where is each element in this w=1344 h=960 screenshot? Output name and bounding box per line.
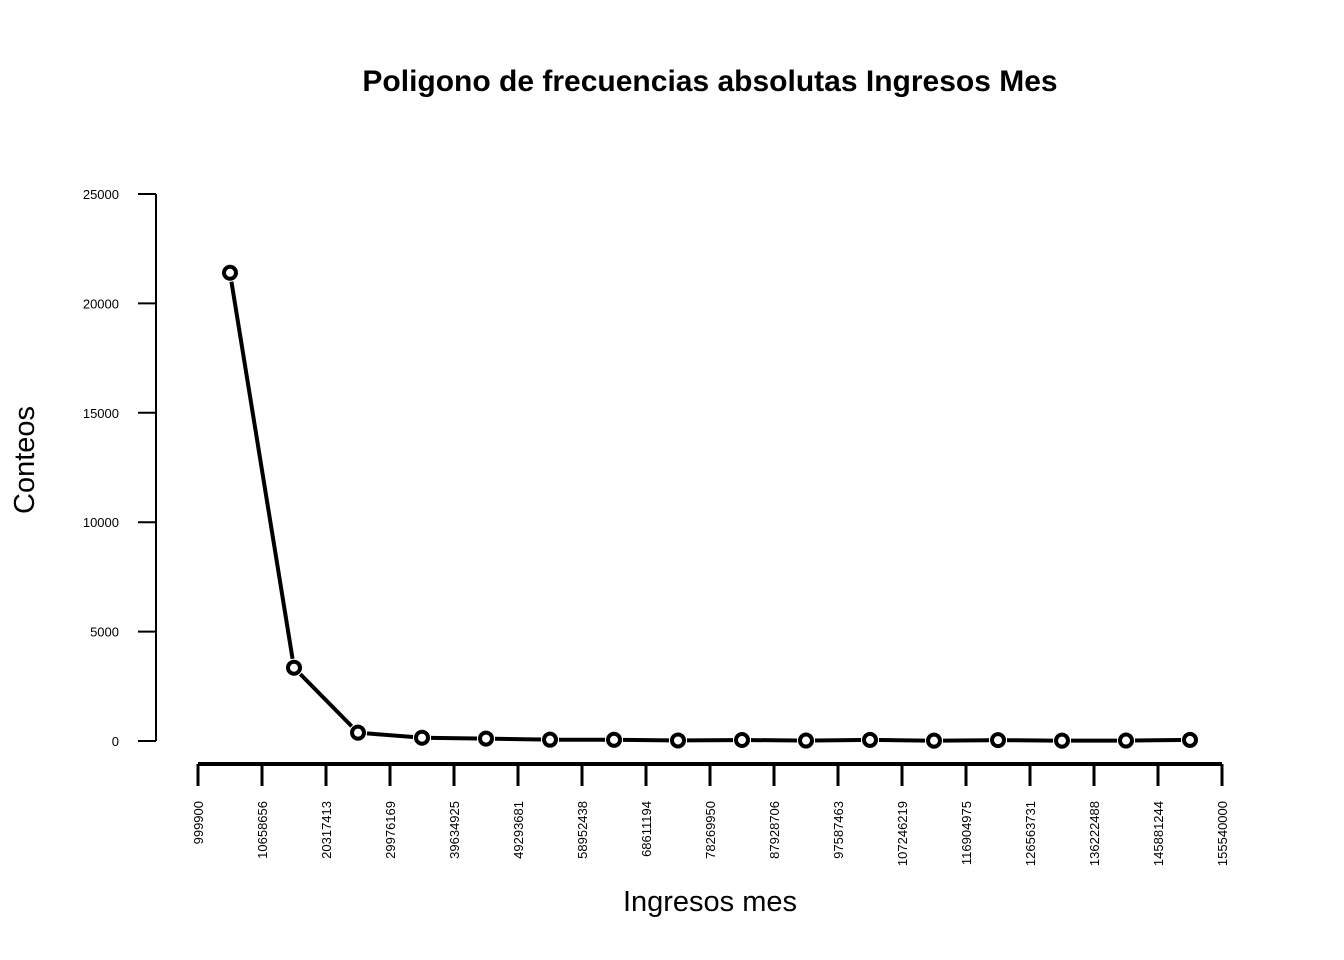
data-point [1054,732,1070,749]
data-point [798,732,814,749]
data-point [542,731,558,748]
y-axis-label: Conteos [9,406,41,514]
x-tick-label: 49293681 [511,801,526,859]
series-line-segment [366,731,414,740]
series-line-segment [229,281,295,660]
x-tick-label: 116904975 [959,801,974,865]
y-tick-label: 5000 [90,625,119,640]
x-tick-label: 20317413 [319,801,334,859]
y-tick-label: 10000 [83,515,119,530]
data-point [926,732,942,749]
data-point [862,731,878,748]
series-line-segment [878,738,926,743]
data-point [734,732,750,749]
data-point [606,731,622,748]
y-tick-label: 15000 [83,406,119,421]
series-points [222,264,1198,749]
x-tick-label: 126563731 [1023,801,1038,866]
y-tick-label: 25000 [83,187,119,202]
chart-title: Poligono de frecuencias absolutas Ingres… [362,65,1057,98]
x-axis-label: Ingresos mes [623,886,797,918]
series-line [229,281,1182,743]
x-axis: 999900 10658656 20317413 29976169 39634925 49… [191,762,1230,866]
data-point [670,732,686,749]
data-point [478,730,494,747]
x-tick-label: 136222488 [1087,801,1102,866]
x-tick-label: 97587463 [831,801,846,859]
x-tick-label: 87928706 [767,801,782,859]
data-point [1118,732,1134,749]
y-axis: 0 5000 10000 15000 20000 25000 [83,187,157,749]
x-tick-label: 39634925 [447,801,462,859]
x-tick-label: 107246219 [895,801,910,866]
x-tick-label: 999900 [191,801,206,844]
data-point [350,724,366,741]
data-point [414,729,430,746]
y-tick-label: 0 [112,734,119,749]
x-tick-label: 29976169 [383,801,398,859]
series-line-segment [430,735,478,741]
x-tick-label: 58952438 [575,801,590,859]
data-point [286,659,302,676]
x-tick-label: 10658656 [255,801,270,859]
x-tick-label: 145881244 [1151,801,1166,866]
x-tick-label: 68611194 [639,801,654,857]
series-line-segment [298,672,354,728]
data-point [990,732,1006,749]
data-point [1182,731,1198,748]
data-point [222,264,238,281]
x-tick-label: 155540000 [1215,801,1230,866]
x-tick-label: 78269950 [703,801,718,859]
series-line-segment [494,736,542,742]
y-tick-label: 20000 [83,296,119,311]
